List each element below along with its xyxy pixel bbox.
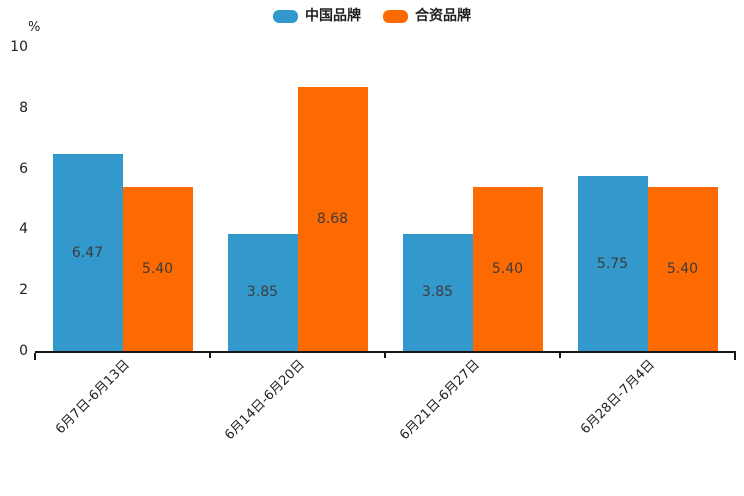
bar-合资品牌-2	[297, 87, 368, 351]
bar-中国品牌-2	[227, 233, 298, 351]
bar-合资品牌-1	[122, 186, 193, 351]
bar-中国品牌-1	[52, 154, 123, 351]
x-tick-mark	[34, 353, 36, 360]
bar-中国品牌-4	[577, 176, 648, 351]
legend-label: 合资品牌	[415, 8, 471, 24]
bar-合资品牌-4	[647, 186, 718, 351]
x-tick-mark	[384, 353, 386, 358]
bar-合资品牌-3	[472, 186, 543, 351]
y-tick-label: 4	[19, 221, 28, 238]
bar-value-label: 6.47	[71, 244, 104, 261]
y-axis-unit-label: %	[28, 20, 41, 35]
y-tick-label: 0	[19, 343, 28, 359]
y-tick-label: 10	[10, 39, 28, 55]
bar-value-label: 5.75	[596, 255, 629, 272]
legend-swatch-icon	[383, 9, 408, 23]
chart-legend: 中国品牌 合资品牌	[0, 6, 744, 26]
x-category-label: 6月14日-6月20日	[221, 357, 308, 444]
y-tick-label: 6	[19, 160, 28, 177]
legend-swatch-icon	[273, 9, 298, 23]
bar-value-label: 5.40	[666, 260, 699, 277]
legend-item-1: 中国品牌	[273, 9, 361, 23]
bar-value-label: 8.68	[316, 211, 349, 228]
y-tick-label: 2	[19, 282, 28, 299]
bar-value-label: 5.40	[141, 260, 174, 277]
x-tick-mark	[734, 353, 736, 360]
bar-value-label: 3.85	[421, 284, 454, 301]
bar-中国品牌-3	[402, 233, 473, 351]
x-tick-mark	[209, 353, 211, 358]
bar-value-label: 3.85	[246, 284, 279, 301]
x-category-label: 6月28日-7月4日	[577, 357, 658, 438]
y-tick-label: 8	[19, 99, 28, 116]
x-tick-mark	[559, 353, 561, 358]
x-category-label: 6月21日-6月27日	[396, 357, 483, 444]
x-axis-line	[35, 351, 736, 353]
bar-value-label: 5.40	[491, 260, 524, 277]
x-category-label: 6月7日-6月13日	[52, 357, 133, 438]
legend-label: 中国品牌	[305, 8, 361, 24]
legend-item-2: 合资品牌	[383, 9, 471, 23]
